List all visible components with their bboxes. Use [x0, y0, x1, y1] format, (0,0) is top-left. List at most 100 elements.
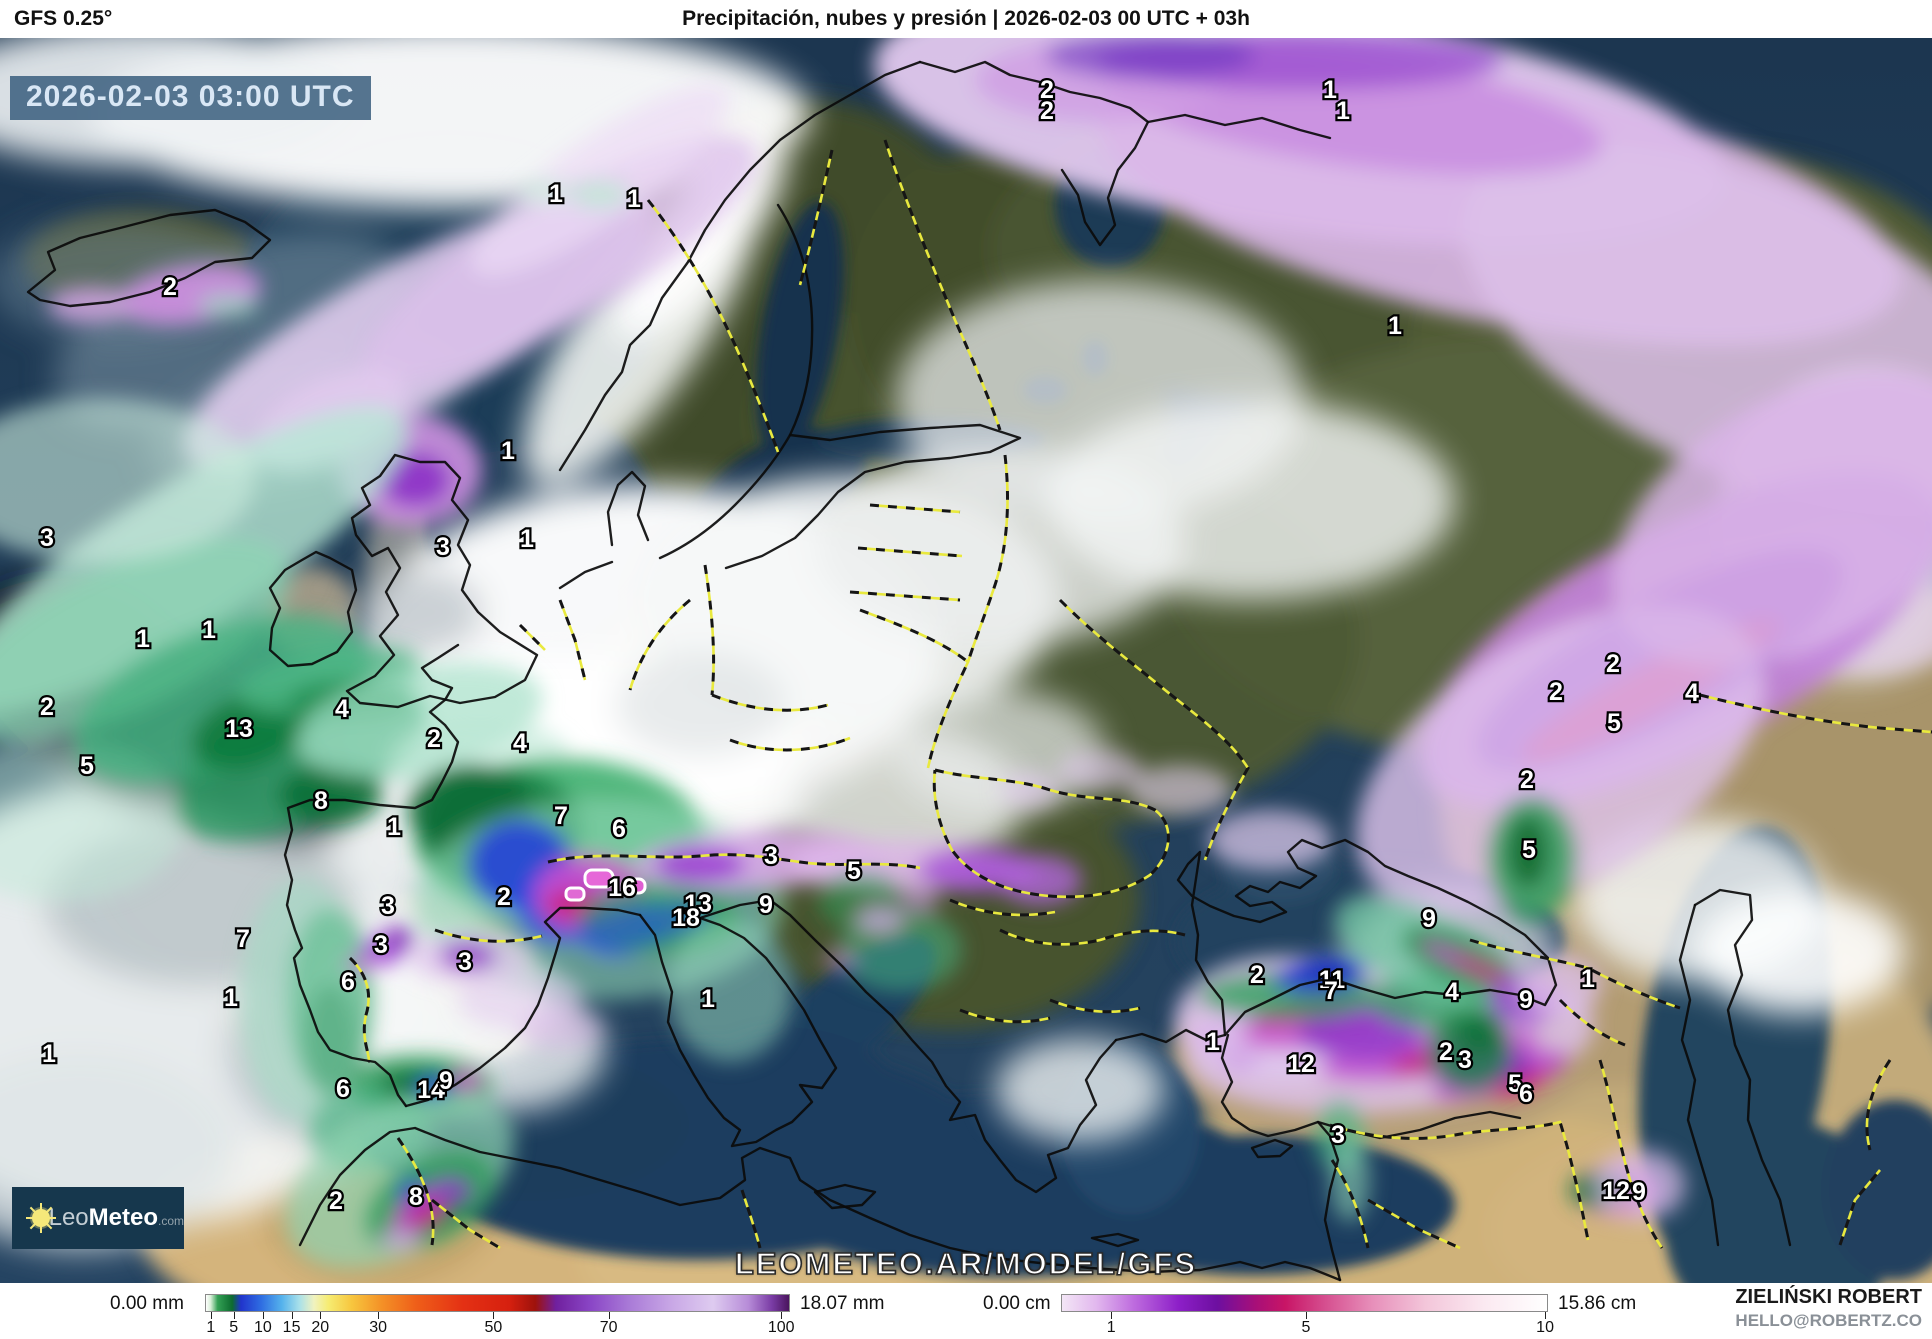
map-value-label: 4 — [335, 695, 349, 723]
precip-layer — [0, 38, 1932, 1269]
attribution-name: ZIELIŃSKI ROBERT — [1735, 1286, 1922, 1308]
map-value-label: 16 — [608, 874, 636, 902]
map-value-label: 1 — [701, 985, 715, 1013]
map-value-label: 1 — [1336, 97, 1350, 125]
map-value-label: 8 — [314, 787, 328, 815]
map-value-label: 9 — [439, 1067, 453, 1095]
legend-tick — [320, 1312, 322, 1319]
precip-legend-bar — [205, 1294, 790, 1312]
map-value-label: 2 — [1040, 97, 1054, 125]
map-value-label: 3 — [436, 533, 450, 561]
map-value-label: 1 — [520, 525, 534, 553]
legend-tick-label: 5 — [229, 1319, 239, 1336]
legend-tick-label: 100 — [767, 1319, 795, 1336]
map-value-label: 1 — [1388, 312, 1402, 340]
map-value-label: 9 — [1422, 905, 1436, 933]
map-value-label: 2 — [427, 725, 441, 753]
legend-tick — [233, 1312, 235, 1319]
map-value-label: 18 — [672, 904, 700, 932]
map-value-label: 5 — [1522, 836, 1536, 864]
map-value-label: 2 — [1520, 766, 1534, 794]
map-value-label: 2 — [1439, 1038, 1453, 1066]
legend-tick-label: 10 — [1536, 1319, 1554, 1336]
map-value-label: 14 — [417, 1076, 445, 1104]
map-value-label: 1 — [1581, 965, 1595, 993]
map-value-label: 3 — [374, 931, 388, 959]
map-value-label: 1 — [627, 185, 641, 213]
map-value-label: 3 — [458, 948, 472, 976]
legend-tick-label: 20 — [311, 1319, 330, 1336]
snow-legend-bar — [1061, 1294, 1548, 1312]
legend-tick-label: 10 — [254, 1319, 272, 1336]
map-value-label: 5 — [847, 857, 861, 885]
attribution-email: HELLO@ROBERTZ.CO — [1735, 1311, 1922, 1330]
legend-footer: 0.00 mm 18.07 mm 1 5 10 15 20 30 50 70 100 0.00 … — [0, 1283, 1932, 1339]
legend-tick-label: 50 — [484, 1319, 503, 1336]
map-value-label: 1 — [549, 180, 563, 208]
model-label: GFS 0.25° — [14, 7, 113, 30]
map-value-label: 1 — [387, 813, 401, 841]
legend-tick — [608, 1312, 610, 1319]
legend-tick — [1111, 1312, 1113, 1319]
map-value-label: 7 — [1324, 977, 1338, 1005]
map-value-label: 5 — [1607, 709, 1621, 737]
legend-tick-label: 1 — [206, 1319, 216, 1336]
leometeo-logo: LeoMeteo.com — [12, 1187, 184, 1249]
map-value-label: 6 — [1519, 1080, 1533, 1108]
map-value-label: 2 — [1040, 76, 1054, 104]
map-value-label: 2 — [1549, 678, 1563, 706]
map-value-label: 3 — [764, 842, 778, 870]
border-layer — [348, 139, 1932, 1250]
map-value-label: 2 — [163, 273, 177, 301]
legend-tick — [210, 1312, 212, 1319]
map-value-label: 3 — [1331, 1121, 1345, 1149]
sun-icon — [26, 1203, 56, 1233]
map-value-label: 1 — [1206, 1028, 1220, 1056]
map-value-label: 1 — [1323, 76, 1337, 104]
page-title: Precipitación, nubes y presión | 2026-02… — [682, 7, 1250, 30]
map-value-label: 6 — [341, 968, 355, 996]
map-value-label: 1 — [224, 984, 238, 1012]
map-value-label: 1 — [501, 437, 515, 465]
map-value-label: 2 — [1606, 650, 1620, 678]
map-container: 2 2 1 1 1 1 2 1 1 3 1 3 1 1 2 4 13 5 8 1 2 4 7 6 16 3 13 18 9 5 3 2 7 1 3 3… — [0, 38, 1932, 1283]
map-value-label: 4 — [1445, 978, 1459, 1006]
map-value-label: 12 — [1602, 1177, 1630, 1205]
map-value-label: 3 — [1458, 1046, 1472, 1074]
logo-text: LeoMeteo.com — [48, 1204, 184, 1231]
map-value-label: 1 — [202, 616, 216, 644]
legend-tick — [262, 1312, 264, 1319]
map-value-label: 6 — [336, 1075, 350, 1103]
map-value-label: 12 — [1287, 1050, 1315, 1078]
legend-tick-label: 5 — [1301, 1319, 1311, 1336]
map-value-label: 2 — [1250, 961, 1264, 989]
map-value-label: 11 — [1319, 966, 1346, 994]
map-value-label: 7 — [554, 802, 568, 830]
watermark: LEOMETEO.AR/MODEL/GFS — [734, 1245, 1198, 1282]
snow-legend-max: 15.86 cm — [1558, 1293, 1637, 1314]
coastline-layer — [26, 60, 1792, 1282]
precip-legend-max: 18.07 mm — [800, 1293, 885, 1314]
map-value-label: 13 — [684, 890, 712, 918]
legend-tick-label: 30 — [369, 1319, 388, 1336]
map-value-label: 9 — [1632, 1178, 1646, 1206]
header: GFS 0.25° Precipitación, nubes y presión… — [0, 0, 1932, 38]
legend-tick — [493, 1312, 495, 1319]
legend-tick — [291, 1312, 293, 1319]
map-value-label: 1 — [136, 625, 150, 653]
map-value-label: 5 — [80, 752, 94, 780]
map-value-label: 9 — [759, 891, 773, 919]
legend-tick — [378, 1312, 380, 1319]
legend-tick-label: 15 — [282, 1319, 301, 1336]
legend-tick — [1545, 1312, 1547, 1319]
legend-tick-label: 70 — [599, 1319, 618, 1336]
map-value-label: 13 — [225, 715, 253, 743]
map-value-label: 8 — [409, 1183, 423, 1211]
legend-tick — [1305, 1312, 1307, 1319]
map-value-label: 5 — [1508, 1070, 1522, 1098]
alps-cells — [564, 868, 647, 902]
timestamp-overlay: 2026-02-03 03:00 UTC — [10, 76, 371, 120]
map-value-label: 4 — [1685, 679, 1699, 707]
